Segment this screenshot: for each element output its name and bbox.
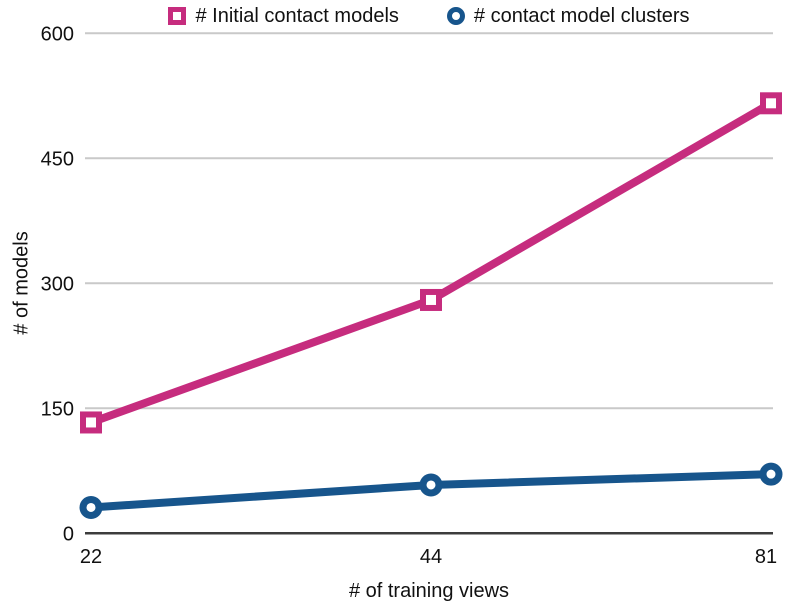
y-tick-label: 450 — [41, 148, 74, 170]
y-tick-label: 0 — [63, 523, 74, 545]
plot-area: 0 150 300 450 600 22 44 81 — [41, 23, 783, 568]
y-tick-label: 150 — [41, 398, 74, 420]
legend-item-initial-contact-models: # Initial contact models — [168, 5, 399, 27]
square-data-marker — [420, 288, 442, 311]
y-tick-label: 600 — [41, 23, 74, 45]
square-data-marker — [80, 411, 102, 434]
legend-label-initial-contact-models: # Initial contact models — [195, 5, 399, 27]
square-marker-icon — [168, 7, 187, 25]
y-tick-label: 300 — [41, 273, 74, 295]
circle-data-marker — [79, 495, 103, 519]
legend-label-contact-model-clusters: # contact model clusters — [473, 5, 690, 27]
square-data-marker — [760, 92, 782, 115]
x-axis-title: # of training views — [348, 580, 510, 602]
y-axis-title: # of models — [10, 231, 33, 335]
chart-legend: # Initial contact models # contact model… — [85, 4, 773, 28]
circle-data-marker — [759, 462, 783, 486]
legend-item-contact-model-clusters: # contact model clusters — [446, 5, 690, 27]
x-tick-label: 44 — [420, 546, 442, 568]
circle-data-marker — [419, 473, 443, 497]
circle-marker-icon — [446, 7, 465, 25]
x-tick-label: 81 — [755, 546, 777, 568]
x-tick-label: 22 — [80, 546, 102, 568]
series-line-square — [89, 99, 774, 427]
